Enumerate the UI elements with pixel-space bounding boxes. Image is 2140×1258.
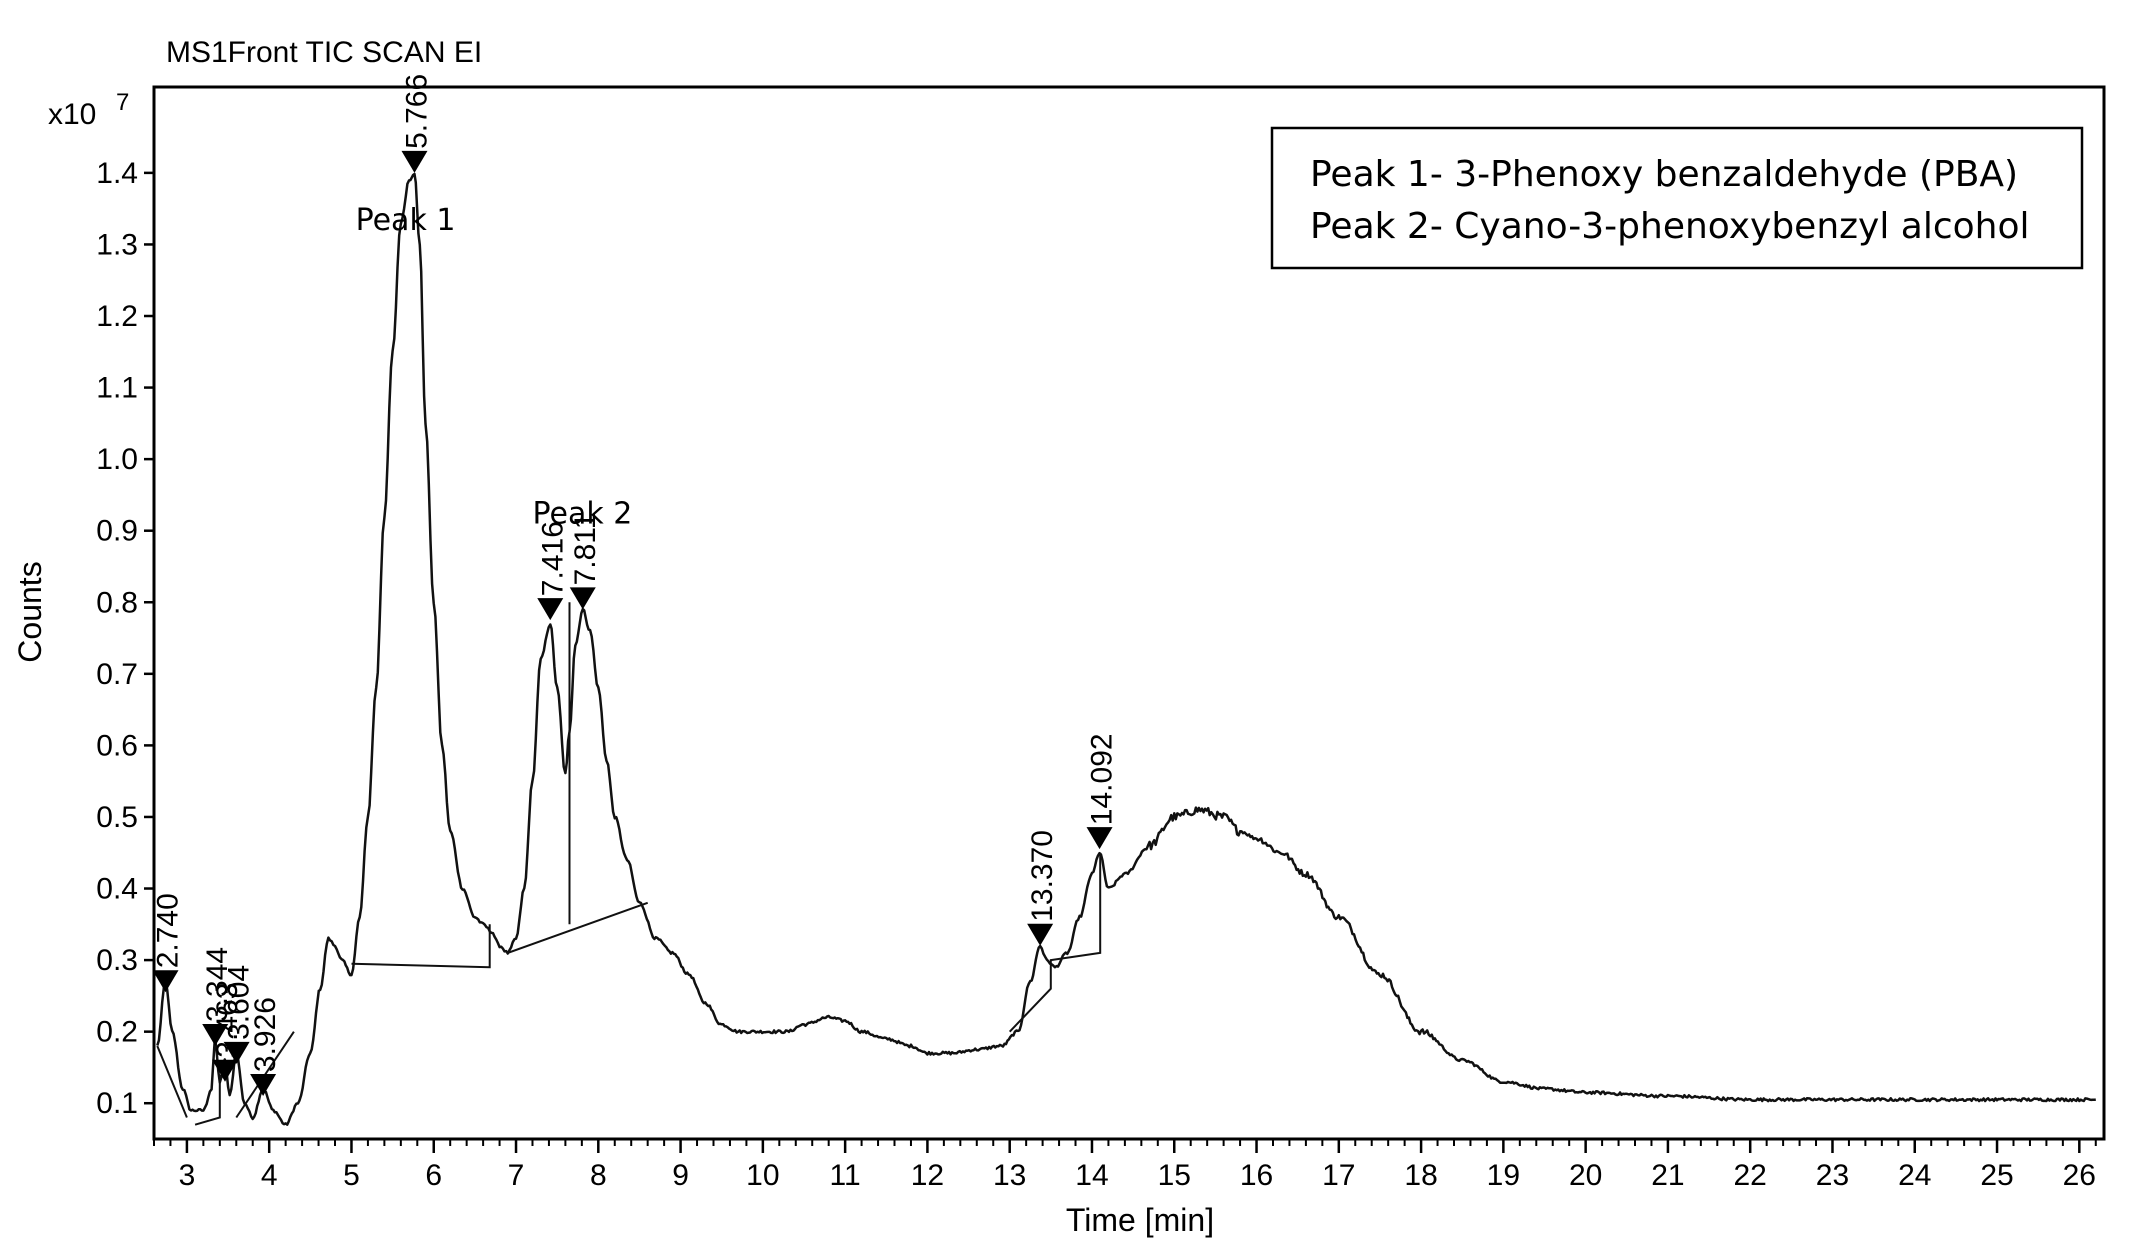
peak-rt-label: 5.766 (401, 74, 434, 149)
x-tick-label: 8 (590, 1159, 607, 1192)
x-tick-label: 22 (1734, 1159, 1767, 1192)
y-multiplier-exponent: 7 (116, 89, 129, 116)
y-tick-label: 0.8 (96, 586, 138, 619)
x-tick-label: 21 (1651, 1159, 1684, 1192)
x-tick-label: 18 (1404, 1159, 1437, 1192)
x-tick-label: 3 (179, 1159, 196, 1192)
peak-marker (212, 1059, 239, 1082)
x-tick-label: 26 (2063, 1159, 2096, 1192)
x-tick-label: 10 (746, 1159, 779, 1192)
baseline-segment (1008, 852, 1102, 1033)
y-tick-label: 0.9 (96, 515, 138, 548)
peak-marker (223, 1041, 250, 1064)
x-tick-label: 7 (508, 1159, 525, 1192)
peak-rt-label: 3.926 (249, 997, 282, 1072)
x-tick-label: 11 (830, 1159, 861, 1192)
peak-rt-label: 7.811 (569, 513, 602, 586)
x-tick-label: 13 (993, 1159, 1026, 1192)
x-tick-label: 23 (1816, 1159, 1849, 1192)
baseline-segment (194, 1074, 221, 1126)
baseline-segment (507, 901, 649, 954)
peak-rt-label: 3.604 (223, 965, 256, 1040)
x-tick-label: 24 (1898, 1159, 1931, 1192)
y-tick-label: 1.2 (96, 300, 138, 333)
y-tick-label: 1.1 (96, 372, 138, 405)
y-tick-label: 0.7 (96, 658, 138, 691)
x-tick-label: 19 (1487, 1159, 1520, 1192)
y-tick-label: 1.4 (96, 157, 138, 190)
x-tick-label: 14 (1075, 1159, 1108, 1192)
peak-rt-label: 14.092 (1086, 733, 1119, 825)
peak-marker (537, 598, 564, 621)
y-tick-label: 0.1 (96, 1087, 138, 1120)
peak-marker (1086, 827, 1113, 850)
x-tick-label: 25 (1980, 1159, 2013, 1192)
x-tick-label: 5 (343, 1159, 360, 1192)
peak-rt-label: 2.740 (152, 893, 185, 968)
x-tick-label: 15 (1158, 1159, 1191, 1192)
y-tick-label: 0.5 (96, 801, 138, 834)
legend-entry-peak-1: Peak 1- 3-Phenoxy benzaldehyde (PBA) (1310, 154, 2018, 195)
legend: Peak 1- 3-Phenoxy benzaldehyde (PBA) Pea… (1270, 126, 2084, 270)
y-axis-title: Counts (12, 561, 48, 662)
peak-annotation: Peak 2 (532, 497, 632, 532)
x-tick-label: 12 (911, 1159, 944, 1192)
y-tick-label: 0.6 (96, 729, 138, 762)
baseline-segment (351, 924, 491, 969)
y-tick-label: 0.2 (96, 1016, 138, 1049)
y-axis-ticks: 0.1 0.2 0.3 0.4 0.5 0.6 0.7 0.8 0.9 1.0 1.1 1.2 1.3 1… (96, 157, 154, 1120)
y-tick-label: 1.3 (96, 228, 138, 261)
legend-box (1270, 126, 2084, 270)
x-tick-label: 16 (1240, 1159, 1273, 1192)
x-tick-label: 20 (1569, 1159, 1602, 1192)
peak-marker (401, 150, 428, 173)
y-tick-label: 0.3 (96, 944, 138, 977)
peak-annotations: Peak 1 Peak 2 (356, 203, 633, 531)
peak-marker (152, 970, 179, 993)
x-tick-label: 4 (261, 1159, 278, 1192)
baseline-segment (156, 1045, 188, 1118)
peak-marker (202, 1023, 229, 1046)
peak-rt-label: 3.344 (201, 947, 234, 1022)
peak-marker (250, 1074, 277, 1097)
legend-entry-peak-2: Peak 2- Cyano-3-phenoxybenzyl alcohol (1310, 206, 2030, 247)
peak-marker (1027, 923, 1054, 946)
x-tick-label: 6 (425, 1159, 442, 1192)
x-axis-title: Time [min] (1066, 1202, 1214, 1238)
x-tick-label: 17 (1322, 1159, 1355, 1192)
plot-frame (152, 85, 2106, 1141)
tic-signal-line (156, 172, 2096, 1126)
peak-annotation: Peak 1 (356, 203, 456, 238)
x-axis-ticks: 3 4 5 6 7 8 9 10 11 12 13 14 15 16 17 18 19 20 21 22 23 24 25 2… (153, 1139, 2097, 1192)
x-tick-label: 9 (672, 1159, 689, 1192)
y-tick-label: 1.0 (96, 443, 138, 476)
peak-rt-label: 13.370 (1026, 830, 1059, 922)
y-tick-label: 0.4 (96, 873, 138, 906)
y-multiplier-label: x10 (48, 98, 96, 131)
chart-title: MS1Front TIC SCAN EI (166, 36, 482, 69)
peak-rt-label: 7.416 (536, 521, 569, 596)
peak-marker (569, 587, 596, 610)
